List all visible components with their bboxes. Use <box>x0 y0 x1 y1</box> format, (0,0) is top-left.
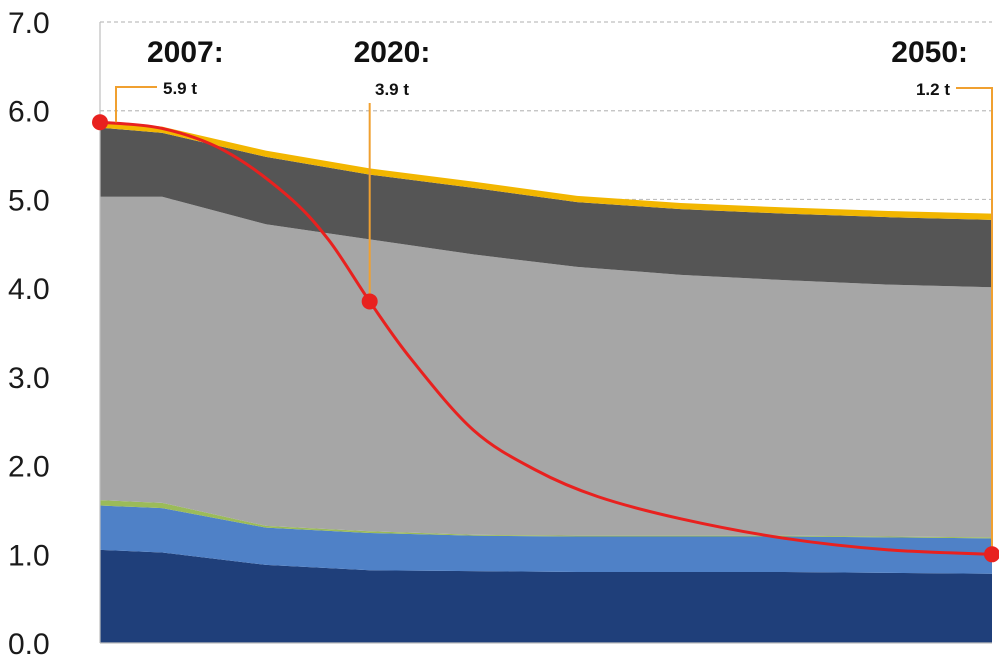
annotations: 2007: 5.9 t 2020: 3.9 t 2050: 1.2 t <box>92 36 999 563</box>
annotation-year: 2007: <box>147 36 224 69</box>
y-tick-label: 3.0 <box>8 362 50 395</box>
y-tick-labels: 0.0 1.0 2.0 3.0 4.0 5.0 6.0 7.0 <box>8 7 50 659</box>
trend-line <box>99 120 993 556</box>
y-tick-label: 6.0 <box>8 96 50 129</box>
annotation-connector <box>956 87 993 555</box>
trend-line-path <box>99 120 993 556</box>
y-tick-label: 2.0 <box>8 451 50 484</box>
y-tick-label: 7.0 <box>8 7 50 40</box>
y-tick-label: 0.0 <box>8 628 50 659</box>
y-tick-label: 1.0 <box>8 539 50 572</box>
area-series-2 <box>100 505 992 574</box>
area-series-5 <box>100 127 992 288</box>
annotation-connector <box>115 86 157 123</box>
annotation-value: 3.9 t <box>375 80 409 99</box>
annotation-year: 2050: <box>891 36 968 69</box>
annotation-year: 2020: <box>354 36 431 69</box>
area-series-1 <box>100 549 992 643</box>
annotation-value: 5.9 t <box>163 79 197 98</box>
stacked-areas <box>100 121 992 643</box>
y-tick-label: 5.0 <box>8 184 50 217</box>
annotation-marker <box>361 293 378 310</box>
annotation-marker <box>984 546 999 563</box>
annotation-value: 1.2 t <box>916 80 950 99</box>
annotation-marker <box>92 114 108 131</box>
y-tick-label: 4.0 <box>8 273 50 306</box>
area-series-4 <box>100 196 992 538</box>
